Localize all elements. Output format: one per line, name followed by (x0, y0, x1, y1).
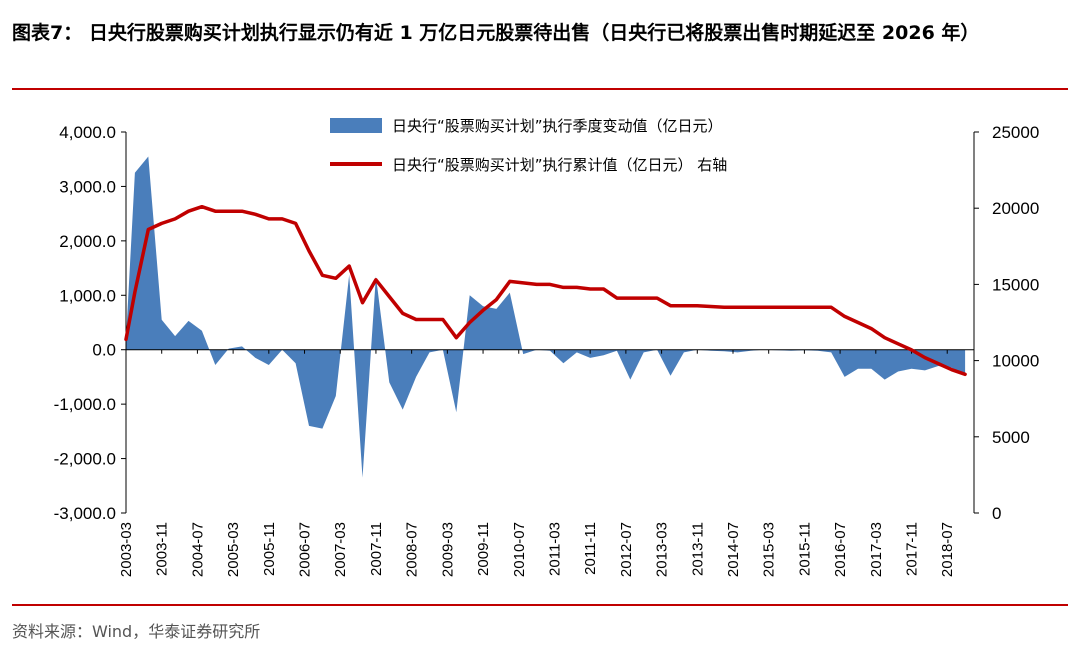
y-left-tick-label: 0.0 (92, 341, 116, 360)
x-tick-label: 2005-03 (225, 522, 242, 577)
y-left-tick-label: -3,000.0 (54, 504, 116, 523)
x-tick-label: 2010-07 (511, 522, 528, 577)
y-right-tick-label: 5000 (992, 428, 1030, 447)
figure-title: 图表7： 日央行股票购买计划执行显示仍有近 1 万亿日元股票待出售（日央行已将股… (12, 22, 980, 44)
y-right-tick-label: 25000 (992, 123, 1039, 142)
x-tick-label: 2006-07 (297, 522, 314, 577)
area-series-layer (126, 156, 966, 478)
y-right-tick-label: 10000 (992, 352, 1039, 371)
x-tick-label: 2016-07 (832, 522, 849, 577)
y-left-tick-label: 1,000.0 (59, 286, 116, 305)
x-tick-label: 2013-03 (654, 522, 671, 577)
line-series-layer (124, 204, 967, 377)
y-right-tick-label: 15000 (992, 275, 1039, 294)
line-series-cumulative (124, 204, 967, 377)
top-rule (12, 88, 1068, 90)
x-tick-label: 2011-11 (582, 522, 599, 575)
y-left-tick-label: 4,000.0 (59, 123, 116, 142)
x-tick-label: 2015-11 (796, 522, 813, 576)
x-tick-label: 2007-11 (368, 522, 385, 576)
x-tick-label: 2012-07 (618, 522, 635, 577)
y-left-tick-label: 3,000.0 (59, 177, 116, 196)
x-tick-label: 2011-03 (546, 522, 563, 576)
legend-label-line: 日央行“股票购买计划”执行累计值（亿日元） 右轴 (392, 156, 727, 174)
x-tick-label: 2005-11 (261, 522, 278, 576)
y-left-tick-label: 2,000.0 (59, 232, 116, 251)
x-tick-label: 2009-03 (439, 522, 456, 577)
x-tick-label: 2018-07 (939, 522, 956, 577)
x-tick-label: 2015-03 (761, 522, 778, 577)
x-tick-label: 2017-11 (904, 522, 921, 576)
x-tick-label: 2014-07 (725, 522, 742, 577)
y-right-tick-label: 0 (992, 504, 1001, 523)
axes-layer: -3,000.0 -2,000.0 -1,000.0 0.0 1,000.0 2,000.… (54, 123, 1040, 577)
x-tick-label: 2013-11 (689, 522, 706, 576)
bottom-rule (12, 604, 1068, 606)
x-tick-label: 2009-11 (475, 522, 492, 576)
x-tick-label: 2017-03 (868, 522, 885, 577)
x-tick-label: 2007-03 (332, 522, 349, 577)
y-left-tick-label: -2,000.0 (54, 450, 116, 469)
legend-swatch-area (330, 118, 382, 133)
y-left-tick-label: -1,000.0 (54, 395, 116, 414)
x-tick-label: 2004-07 (189, 522, 206, 577)
x-tick-label: 2003-03 (118, 522, 135, 577)
x-tick-label: 2003-11 (154, 522, 171, 576)
y-right-tick-label: 20000 (992, 199, 1039, 218)
source-note: 资料来源：Wind，华泰证券研究所 (12, 622, 261, 641)
legend: 日央行“股票购买计划”执行季度变动值（亿日元） 日央行“股票购买计划”执行累计值… (330, 117, 727, 174)
x-tick-label: 2008-07 (404, 522, 421, 577)
legend-label-area: 日央行“股票购买计划”执行季度变动值（亿日元） (392, 117, 723, 135)
area-series-quarterly-change (126, 156, 966, 478)
